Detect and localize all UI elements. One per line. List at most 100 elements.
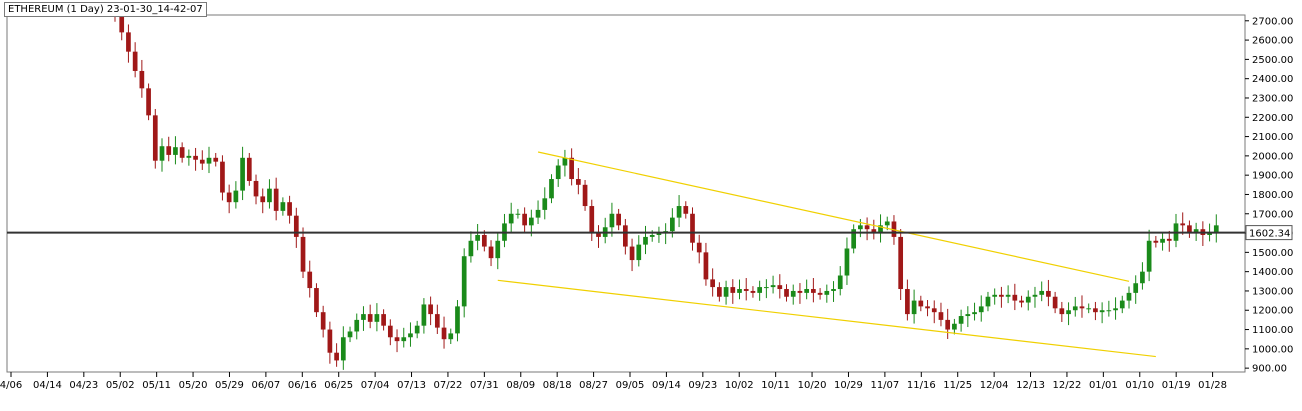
candle-body (273, 188, 279, 211)
candle-body (253, 180, 259, 197)
candle-body (542, 198, 548, 210)
candle-body (945, 319, 951, 330)
x-tick-label: 06/25 (324, 380, 353, 391)
candle-body (260, 196, 266, 203)
candle-body (905, 289, 910, 315)
candle-body (441, 327, 447, 340)
candle-body (401, 337, 407, 342)
candle-body (609, 213, 615, 228)
candle-body (824, 290, 830, 295)
candle-body (589, 206, 595, 234)
candle-body (475, 234, 480, 241)
x-tick-label: 01/19 (1162, 380, 1191, 391)
candle-body (1019, 300, 1024, 303)
candle-body (811, 289, 816, 293)
price-label-box (1245, 225, 1293, 241)
x-tick-label: 09/05 (616, 380, 645, 391)
candle-body (213, 157, 219, 162)
candle-body (293, 215, 299, 237)
x-tick-label: 05/29 (215, 380, 244, 391)
y-tick-label: 1000.00 (1252, 344, 1293, 355)
candle-body (683, 206, 689, 214)
candle-body (965, 314, 971, 317)
x-tick-label: 12/04 (980, 380, 1009, 391)
candle-body (461, 256, 467, 307)
candle-body (139, 70, 145, 89)
candle-body (1180, 223, 1186, 226)
candle-body (743, 289, 749, 291)
candle-body (884, 221, 890, 226)
y-tick-label: 2500.00 (1252, 55, 1293, 66)
y-tick-label: 1300.00 (1252, 286, 1293, 297)
x-tick-label: 06/16 (288, 380, 317, 391)
candle-body (670, 217, 675, 232)
candle-body (555, 165, 561, 180)
candle-body (952, 323, 957, 330)
candle-body (1099, 310, 1105, 313)
chart-title: ETHEREUM (1 Day) 23-01-30_14-42-07 (4, 2, 207, 17)
y-tick-label: 2200.00 (1252, 113, 1293, 124)
candle-body (287, 202, 292, 216)
x-tick-label: 01/28 (1198, 380, 1227, 391)
x-tick-label: 11/25 (943, 380, 972, 391)
candle-body (575, 179, 581, 185)
candle-body (166, 146, 172, 155)
candle-body (307, 271, 313, 289)
x-tick-label: 04/23 (69, 380, 98, 391)
x-tick-label: 11/07 (870, 380, 899, 391)
candle-body (1119, 300, 1125, 309)
candle-body (233, 190, 239, 203)
candle-body (925, 306, 930, 309)
candle-body (616, 213, 621, 226)
candle-body (528, 217, 534, 226)
candle-body (495, 240, 501, 259)
candle-body (300, 236, 306, 272)
candle-body (126, 32, 131, 52)
x-tick-label: 10/11 (761, 380, 790, 391)
candle-body (267, 188, 272, 203)
candle-body (455, 306, 460, 334)
x-tick-label: 01/01 (1089, 380, 1118, 391)
candle-body (623, 225, 628, 247)
y-tick-label: 1900.00 (1252, 171, 1293, 182)
candle-body (757, 287, 763, 293)
candle-body (656, 233, 662, 235)
candle-body (1133, 283, 1139, 293)
candle-body (1066, 310, 1071, 315)
candle-body (381, 314, 386, 326)
x-tick-label: 05/11 (142, 380, 171, 391)
candle-body (1187, 225, 1192, 234)
candle-body (978, 306, 984, 313)
x-tick-label: 07/22 (434, 380, 463, 391)
y-tick-label: 2700.00 (1252, 16, 1293, 27)
candle-body (717, 287, 722, 297)
x-tick-label: 07/31 (470, 380, 499, 391)
candle-body (1093, 308, 1098, 313)
x-tick-label: 05/20 (179, 380, 208, 391)
x-tick-label: 07/04 (361, 380, 390, 391)
candle-body (1166, 238, 1172, 241)
x-tick-label: 04/14 (33, 380, 62, 391)
y-tick-label: 2300.00 (1252, 93, 1293, 104)
candle-body (1032, 294, 1038, 297)
candle-body (481, 234, 487, 247)
x-tick-label: 08/18 (543, 380, 572, 391)
candle-body (1059, 308, 1065, 315)
candle-body (911, 300, 917, 315)
candle-body (676, 206, 682, 218)
candle-body (858, 225, 863, 230)
candle-body (1207, 233, 1212, 235)
candle-body (703, 252, 709, 280)
candle-body (596, 233, 601, 237)
candle-body (448, 333, 454, 340)
x-tick-label: 09/23 (688, 380, 717, 391)
candle-body (354, 319, 360, 332)
x-tick-label: 05/02 (106, 380, 135, 391)
x-tick-label: 10/29 (834, 380, 863, 391)
candle-body (119, 16, 125, 33)
candle-body (958, 316, 964, 324)
candle-body (938, 312, 944, 320)
candle-body (770, 285, 776, 288)
candle-body (522, 213, 527, 226)
